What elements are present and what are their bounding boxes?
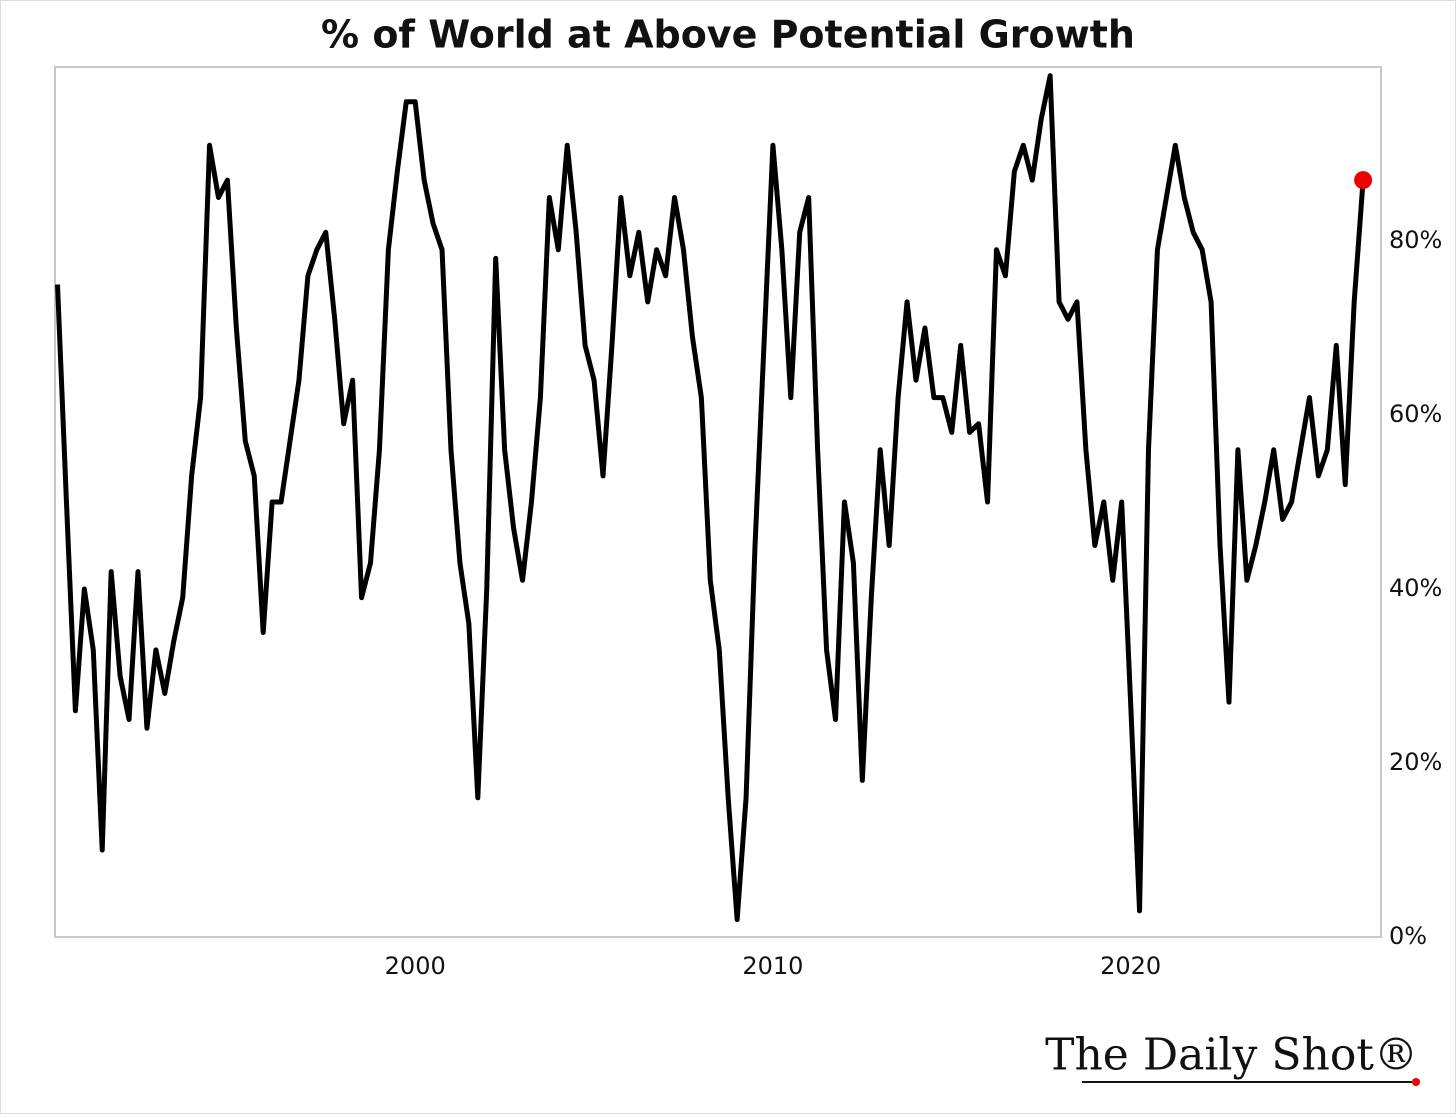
x-tick-label: 2020 xyxy=(1100,952,1161,980)
chart-title: % of World at Above Potential Growth xyxy=(321,13,1135,57)
data-line xyxy=(55,73,1366,923)
logo: The Daily Shot® xyxy=(1045,1030,1418,1081)
y-tick-label: 80% xyxy=(1389,226,1442,254)
logo-dot xyxy=(1412,1078,1420,1086)
y-tick-label: 20% xyxy=(1389,748,1442,776)
x-tick-label: 2000 xyxy=(385,952,446,980)
x-tick-label: 2010 xyxy=(742,952,803,980)
last-point xyxy=(1354,171,1373,190)
plot-frame xyxy=(54,66,1382,938)
y-tick-label: 40% xyxy=(1389,574,1442,602)
y-tick-label: 0% xyxy=(1389,922,1427,950)
y-tick-label: 60% xyxy=(1389,400,1442,428)
